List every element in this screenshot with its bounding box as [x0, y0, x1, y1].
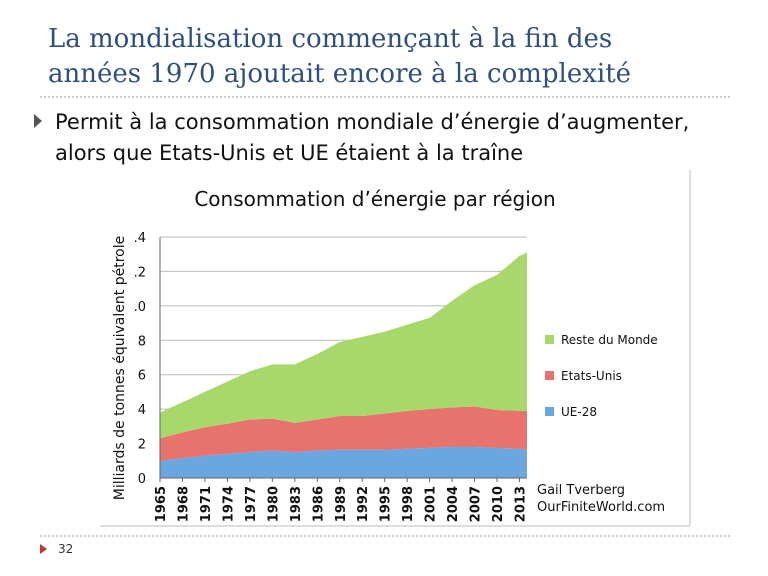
x-tick-label: 1989 [334, 486, 349, 522]
slide-title: La mondialisation commençant à la fin de… [48, 24, 612, 54]
x-tick-label: 1980 [266, 486, 281, 522]
source: OurFiniteWorld.com [537, 500, 665, 515]
bullet-marker [34, 114, 42, 128]
slide-title: années 1970 ajoutait encore à la complex… [48, 59, 631, 89]
x-tick-label: 2004 [446, 486, 461, 522]
x-tick-label: 1974 [221, 486, 236, 522]
page-marker [40, 544, 47, 554]
chart-title: Consommation d’énergie par région [194, 187, 555, 211]
y-tick-label: 0 [138, 472, 146, 487]
x-tick-label: 1998 [401, 486, 416, 522]
source: Gail Tverberg [537, 483, 625, 498]
area [160, 447, 527, 478]
y-tick-label: 6 [138, 369, 146, 384]
x-tick-label: 1968 [176, 486, 191, 522]
x-tick-label: 1986 [311, 486, 326, 522]
x-tick-label: 1965 [154, 486, 169, 522]
legend-swatch [545, 407, 554, 416]
y-tick-label: .0 [134, 300, 146, 315]
y-tick-label: 8 [138, 334, 146, 349]
x-tick-label: 2007 [469, 486, 484, 522]
area [160, 252, 527, 439]
y-tick-label: 2 [138, 438, 146, 453]
x-tick-label: 1992 [356, 486, 371, 522]
legend-label: UE-28 [561, 405, 597, 419]
x-tick-label: 2001 [424, 486, 439, 522]
y-tick-label: .4 [134, 231, 146, 246]
x-tick-label: 1995 [379, 486, 394, 522]
x-tick-label: 2010 [491, 486, 506, 522]
x-tick-label: 1983 [289, 486, 304, 522]
x-tick-label: 1971 [199, 486, 214, 522]
page-number: 32 [58, 542, 73, 556]
x-tick-label: 2013 [514, 486, 529, 522]
bullet-text: Permit à la consommation mondiale d’éner… [55, 110, 689, 134]
bullet-text: alors que Etats-Unis et UE étaient à la … [55, 141, 523, 165]
legend-swatch [545, 335, 554, 344]
legend-swatch [545, 371, 554, 380]
x-tick-label: 1977 [244, 486, 259, 522]
legend-label: Reste du Monde [561, 333, 658, 347]
y-axis-label: Milliards de tonnes équivalent pétrole [112, 236, 128, 500]
area [160, 406, 527, 461]
y-tick-label: 4 [138, 403, 146, 418]
legend-label: Etats-Unis [561, 369, 622, 383]
y-tick-label: .2 [134, 265, 146, 280]
